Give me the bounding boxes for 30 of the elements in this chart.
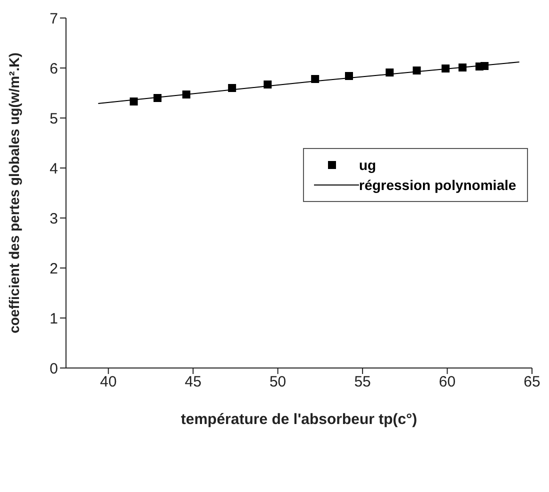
- y-tick-label: 4: [50, 160, 58, 178]
- y-tick-label: 7: [50, 10, 58, 28]
- point: [442, 64, 450, 72]
- y-tick-label: 5: [50, 110, 58, 128]
- x-tick-label: 45: [184, 374, 202, 391]
- point: [228, 84, 236, 92]
- y-tick-label: 3: [50, 210, 58, 228]
- y-tick-label: 1: [50, 310, 58, 328]
- point: [458, 64, 467, 72]
- point: [344, 72, 353, 80]
- point: [386, 68, 394, 76]
- legend-label: ug: [359, 157, 376, 173]
- x-tick-label: 40: [100, 374, 117, 391]
- point: [154, 94, 162, 102]
- point: [311, 75, 320, 83]
- x-axis-title: température de l'absorbeur tp(c°): [180, 411, 418, 428]
- point: [480, 62, 489, 70]
- legend-label: régression polynomiale: [359, 177, 516, 193]
- y-tick-label: 0: [50, 360, 58, 378]
- x-tick-label: 60: [438, 374, 456, 391]
- x-tick-label: 55: [354, 374, 371, 391]
- y-tick-label: 6: [50, 60, 58, 78]
- y-tick-label: 2: [50, 260, 58, 278]
- x-tick-label: 65: [524, 374, 540, 391]
- point: [264, 80, 272, 88]
- point: [130, 98, 138, 106]
- point: [412, 66, 421, 74]
- x-tick-label: 50: [269, 374, 286, 391]
- point: [182, 90, 190, 98]
- y-axis-title: coefficient des pertes globales ug(w/m².K): [6, 52, 22, 334]
